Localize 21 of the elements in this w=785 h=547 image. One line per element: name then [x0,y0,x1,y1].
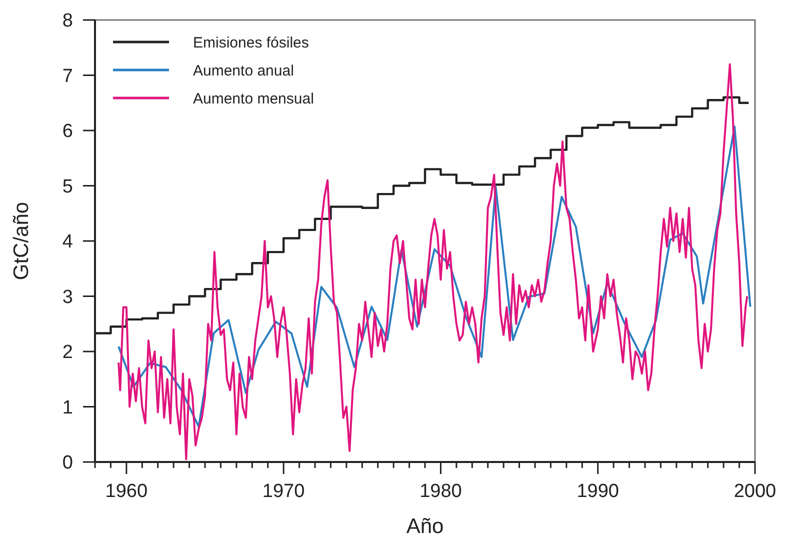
x-tick-label: 1990 [576,481,619,502]
legend-label: Emisiones fósiles [193,34,309,52]
y-tick-label: 7 [62,66,73,87]
y-tick-label: 1 [62,397,73,418]
y-tick-label: 0 [62,452,73,474]
x-tick-label: 1980 [420,481,462,502]
y-tick-label: 2 [62,342,73,364]
y-tick-label: 6 [62,121,73,142]
y-tick-label: 3 [62,286,73,308]
y-axis-title: GtC/año [10,202,33,280]
x-tick-label: 2000 [734,481,776,502]
legend-label: Aumento anual [193,62,294,80]
x-axis-title: Año [406,515,444,538]
y-tick-label: 4 [62,232,74,253]
legend-label: Aumento mensual [193,90,314,108]
x-tick-label: 1960 [105,481,148,502]
y-tick-label: 5 [62,176,73,198]
line-series [118,63,748,460]
line-series [118,126,752,428]
y-tick-label: 8 [62,10,73,32]
x-tick-label: 1970 [262,481,305,502]
